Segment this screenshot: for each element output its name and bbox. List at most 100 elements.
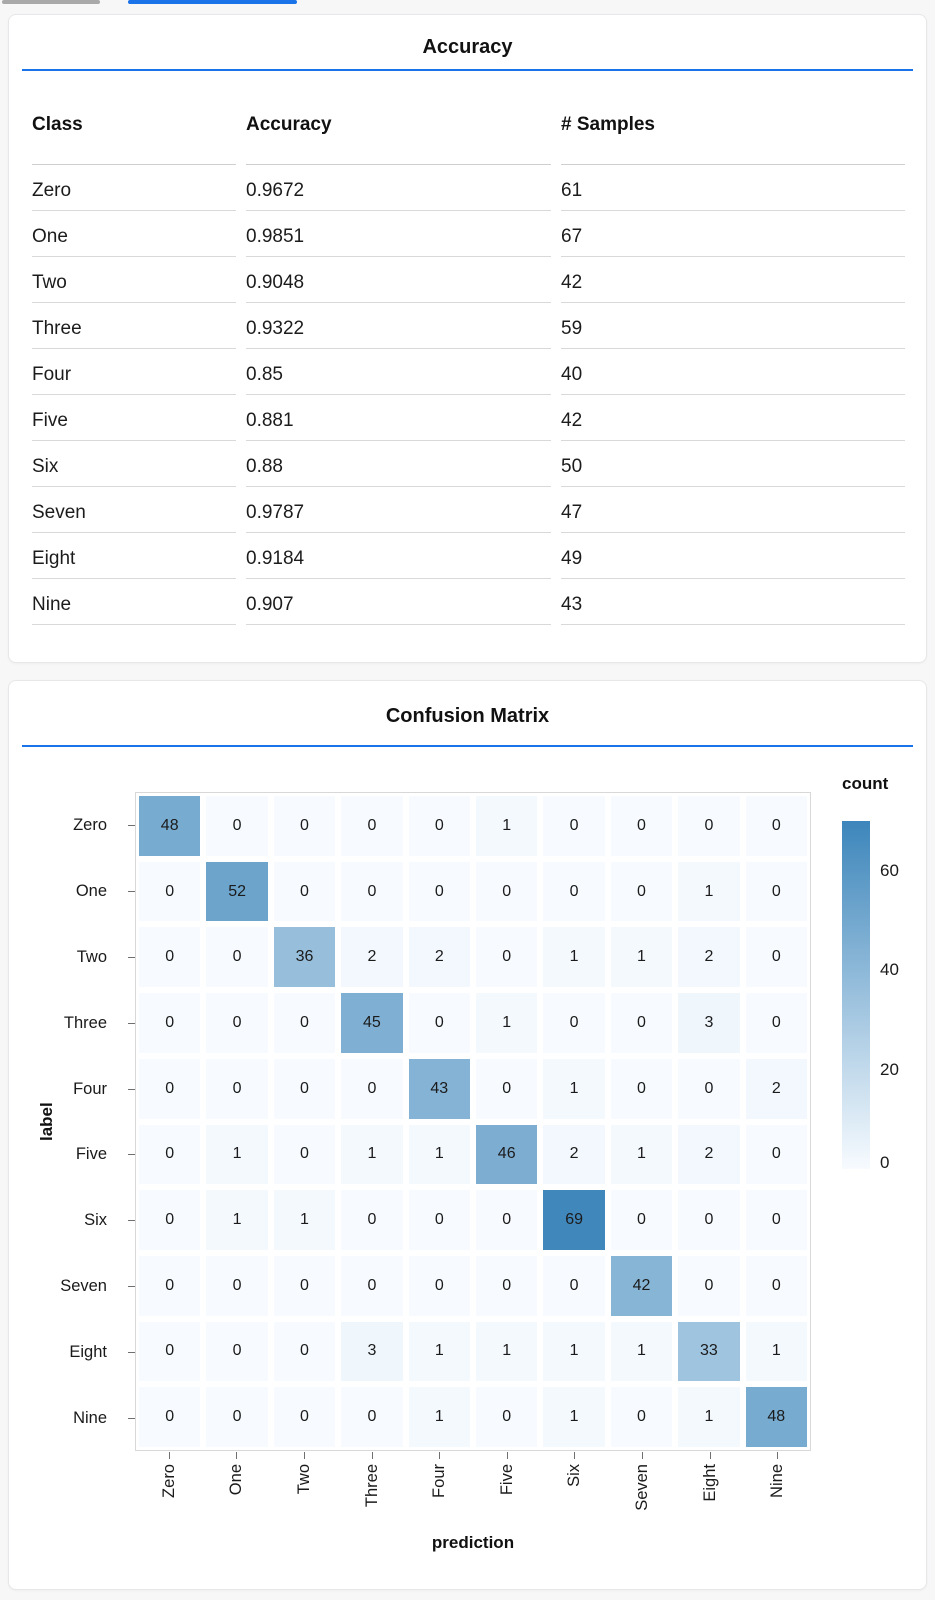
heatmap-cell: 0 — [678, 1190, 740, 1250]
accuracy-cell: 0.9787 — [246, 487, 551, 533]
heatmap-cell: 69 — [543, 1190, 605, 1250]
active-tab-indicator[interactable] — [128, 0, 297, 4]
heatmap-cell: 3 — [341, 1321, 403, 1382]
heatmap-cell: 1 — [543, 1387, 605, 1447]
heatmap-cell: 1 — [610, 1321, 673, 1382]
heatmap-cell: 1 — [678, 1387, 740, 1447]
heatmap-cell: 0 — [610, 1190, 673, 1250]
y-axis-tick — [128, 890, 135, 892]
accuracy-cell: 0.9184 — [246, 533, 551, 579]
heatmap-cell: 2 — [543, 1124, 605, 1185]
heatmap-cell: 0 — [341, 796, 403, 856]
heatmap-cell: 0 — [206, 1387, 268, 1447]
heatmap-cell: 0 — [139, 1255, 201, 1316]
heatmap-cell: 1 — [476, 796, 538, 856]
y-axis-tick — [128, 1022, 135, 1024]
accuracy-title-rule — [22, 69, 913, 71]
heatmap-cell: 1 — [610, 927, 673, 988]
heatmap-cell: 1 — [408, 1387, 470, 1447]
heatmap-cell: 0 — [745, 1255, 807, 1316]
inactive-tab-indicator[interactable] — [2, 0, 100, 4]
column-header-class: Class — [32, 71, 236, 165]
heatmap-cell: 0 — [476, 861, 538, 922]
heatmap-cell: 0 — [543, 1255, 605, 1316]
x-axis-label: Five — [497, 1464, 516, 1496]
table-row: One 0.9851 67 — [32, 211, 905, 257]
heatmap-cell: 0 — [745, 796, 807, 856]
samples-cell: 67 — [561, 211, 905, 257]
y-axis-label: Two — [76, 947, 107, 966]
heatmap-cell: 0 — [206, 796, 268, 856]
class-cell: Seven — [32, 487, 236, 533]
table-row: Seven 0.9787 47 — [32, 487, 905, 533]
heatmap-cell: 1 — [408, 1124, 470, 1185]
x-axis-tick — [371, 1452, 373, 1459]
y-axis-label: Nine — [73, 1409, 107, 1428]
heatmap-cell: 0 — [206, 927, 268, 988]
accuracy-cell: 0.881 — [246, 395, 551, 441]
heatmap-cell: 0 — [678, 796, 740, 856]
heatmap-cell: 0 — [139, 1387, 201, 1447]
heatmap-cell: 1 — [610, 1124, 673, 1185]
accuracy-card-title: Accuracy — [422, 36, 513, 58]
heatmap-cell: 0 — [678, 1058, 740, 1119]
heatmap-cell: 46 — [476, 1124, 538, 1185]
heatmap-cell: 0 — [139, 1190, 201, 1250]
heatmap-cell: 1 — [543, 927, 605, 988]
y-axis-tick — [128, 1220, 135, 1222]
x-axis-label: Nine — [768, 1464, 787, 1498]
heatmap-cell: 0 — [341, 1058, 403, 1119]
heatmap-cell: 0 — [745, 861, 807, 922]
x-axis-label: Three — [362, 1464, 381, 1508]
heatmap-cell: 0 — [476, 1058, 538, 1119]
heatmap-cell: 0 — [745, 927, 807, 988]
table-row: Three 0.9322 59 — [32, 303, 905, 349]
y-axis-tick — [128, 824, 135, 826]
accuracy-cell: 0.9672 — [246, 165, 551, 211]
legend-tick-label: 40 — [880, 960, 899, 980]
x-axis-tick — [439, 1452, 441, 1459]
accuracy-cell: 0.9851 — [246, 211, 551, 257]
y-axis-label: Three — [63, 1013, 107, 1032]
x-axis-label: One — [227, 1464, 246, 1496]
accuracy-cell: 0.85 — [246, 349, 551, 395]
legend-tick-label: 20 — [880, 1059, 899, 1079]
heatmap-cell: 48 — [745, 1387, 807, 1447]
samples-cell: 47 — [561, 487, 905, 533]
y-axis-tick — [128, 1154, 135, 1156]
x-axis-label: Eight — [700, 1464, 719, 1502]
heatmap-cell: 0 — [341, 1190, 403, 1250]
samples-cell: 42 — [561, 395, 905, 441]
heatmap-cell: 0 — [206, 1321, 268, 1382]
y-axis-tick — [128, 956, 135, 958]
heatmap-cell: 36 — [273, 927, 336, 988]
y-axis-label: One — [75, 881, 107, 900]
heatmap-cell: 45 — [341, 993, 403, 1053]
heatmap-cell: 0 — [273, 796, 336, 856]
y-axis-label: Four — [73, 1079, 107, 1098]
heatmap-cell: 0 — [341, 861, 403, 922]
heatmap-cell: 0 — [745, 1124, 807, 1185]
heatmap-cell: 0 — [341, 1255, 403, 1316]
class-cell: Six — [32, 441, 236, 487]
class-cell: Three — [32, 303, 236, 349]
x-axis-label: Seven — [633, 1464, 651, 1511]
heatmap-cell: 0 — [543, 861, 605, 922]
x-axis-tick — [304, 1452, 305, 1459]
x-axis-tick — [506, 1452, 508, 1459]
heatmap-cell: 0 — [476, 1190, 538, 1250]
table-row: Eight 0.9184 49 — [32, 533, 905, 579]
y-axis-label: Seven — [60, 1277, 107, 1296]
samples-cell: 50 — [561, 441, 905, 487]
y-axis-label: Six — [84, 1211, 107, 1230]
heatmap-cell: 0 — [206, 1255, 268, 1316]
heatmap-cell: 43 — [408, 1058, 470, 1119]
heatmap-cell: 48 — [139, 796, 201, 856]
y-axis-tick — [128, 1088, 135, 1090]
table-row: Five 0.881 42 — [32, 395, 905, 441]
heatmap-cell: 0 — [610, 861, 673, 922]
accuracy-table-header-row: Class Accuracy # Samples — [32, 71, 905, 165]
heatmap-cell: 1 — [476, 1321, 538, 1382]
y-axis-tick — [128, 1286, 135, 1288]
heatmap-cell: 2 — [341, 927, 403, 988]
